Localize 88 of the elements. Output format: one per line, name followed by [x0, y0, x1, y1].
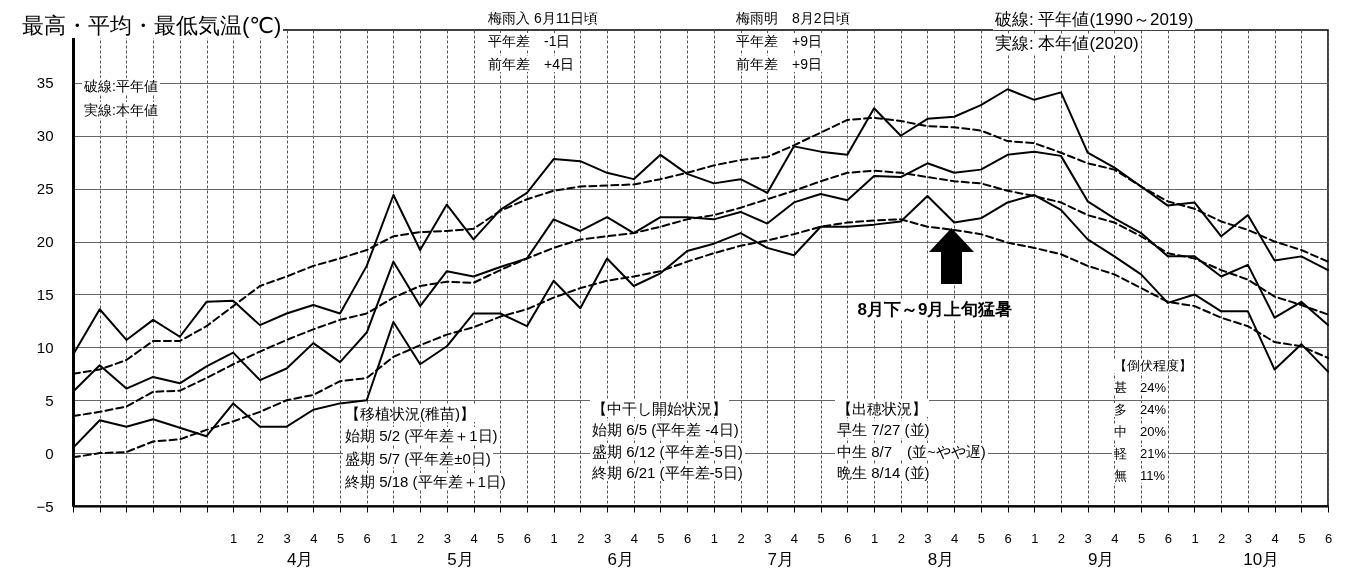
x-tick-label: 2: [1218, 530, 1226, 546]
annotation: 盛期 5/7 (平年差±0日): [343, 449, 493, 468]
x-tick-label: 2: [897, 530, 905, 546]
x-tick-label: 5: [336, 530, 345, 546]
x-tick-label: 3: [603, 530, 612, 546]
y-tick-label: 0: [45, 444, 54, 462]
x-tick-label: 6: [363, 530, 371, 546]
x-tick-label: 6: [844, 530, 852, 546]
text: 7月: [765, 550, 797, 570]
text: 6月: [605, 550, 636, 570]
x-tick-label: 2: [256, 530, 265, 546]
text: 8月: [925, 550, 957, 570]
annotation: 中生 8/7 (並~やや遅): [835, 442, 988, 460]
x-tick-label: 6: [1164, 530, 1172, 546]
annotation: 【出穂状況】: [835, 399, 929, 417]
annotation: 【移植状況(稚苗)】: [343, 404, 477, 422]
annotation: 多 24%: [1112, 401, 1169, 418]
x-tick-label: 5: [657, 530, 665, 546]
x-tick-label: 4: [470, 530, 478, 546]
annotation: 【倒伏程度】: [1112, 357, 1194, 374]
annotation: 中 20%: [1112, 423, 1169, 440]
text: 9月: [1086, 550, 1117, 570]
annotation: 軽 21%: [1112, 445, 1169, 462]
x-tick-label: 3: [1084, 530, 1092, 546]
x-tick-label: 5: [1137, 530, 1146, 546]
annotation: 実線:本年値: [82, 102, 160, 119]
x-tick-label: 2: [417, 530, 425, 546]
x-tick-label: 3: [283, 530, 291, 546]
x-tick-label: 2: [577, 530, 585, 546]
x-tick-label: 6: [684, 530, 692, 546]
y-tick-label: 30: [36, 127, 54, 145]
x-tick-label: 1: [390, 530, 398, 546]
chart-title: 最高・平均・最低気温(℃): [20, 12, 284, 38]
annotation: 平年差 +9日: [734, 33, 824, 50]
text: 5月: [445, 550, 476, 570]
x-tick-label: 3: [924, 530, 932, 546]
x-tick-label: 6: [1004, 530, 1012, 546]
annotation: 前年差 +9日: [734, 56, 824, 73]
x-tick-label: 2: [737, 530, 745, 546]
x-tick-label: 1: [1031, 530, 1039, 546]
y-tick-label: −5: [36, 497, 54, 515]
x-tick-label: 4: [951, 530, 959, 546]
y-tick-label: 20: [36, 233, 54, 251]
annotation: 【中干し開始状況】: [590, 399, 729, 417]
x-tick-label: 4: [630, 530, 638, 546]
text: 10月: [1241, 550, 1282, 570]
x-tick-label: 3: [764, 530, 772, 546]
annotation: 8月下～9月上旬猛暑: [855, 300, 1015, 320]
y-tick-label: 35: [36, 74, 54, 92]
x-tick-label: 4: [310, 530, 318, 546]
annotation: 早生 7/27 (並): [835, 421, 932, 439]
x-tick-label: 5: [497, 530, 505, 546]
x-tick-label: 3: [1244, 530, 1253, 546]
x-tick-label: 5: [1298, 530, 1306, 546]
x-tick-label: 1: [230, 530, 238, 546]
x-tick-label: 1: [710, 530, 718, 546]
text: 破線: 平年値(1990～2019): [993, 10, 1196, 30]
annotation: 無 11%: [1112, 467, 1168, 484]
x-tick-label: 4: [1111, 530, 1119, 546]
y-tick-label: 5: [45, 391, 54, 409]
x-tick-label: 4: [1271, 530, 1279, 546]
x-tick-label: 6: [523, 530, 532, 546]
y-tick-label: 25: [36, 180, 54, 198]
annotation: 終期 5/18 (平年差＋1日): [343, 472, 508, 490]
text: 梅雨入 6月11日頃: [486, 10, 601, 27]
x-tick-label: 1: [870, 530, 879, 546]
x-tick-label: 3: [443, 530, 451, 546]
annotation: 前年差 +4日: [486, 56, 576, 73]
x-tick-label: 5: [977, 530, 985, 546]
annotation: 始期 5/2 (平年差＋1日): [343, 427, 500, 445]
text: 梅雨明 8月2日頃: [734, 10, 852, 27]
annotation: 破線:平年値: [82, 78, 160, 95]
x-tick-label: 4: [790, 530, 799, 546]
text: 4月: [284, 550, 316, 570]
x-tick-label: 6: [1324, 530, 1333, 546]
y-tick-label: 15: [36, 285, 54, 303]
x-tick-label: 1: [1191, 530, 1199, 546]
x-tick-label: 2: [1057, 530, 1066, 546]
x-tick-label: 5: [817, 530, 825, 546]
annotation: 晩生 8/14 (並): [835, 464, 932, 482]
annotation: 始期 6/5 (平年差 -4日): [590, 421, 741, 439]
y-tick-label: 10: [36, 338, 54, 356]
annotation: 実線: 本年値(2020): [993, 34, 1141, 54]
annotation: 甚 24%: [1112, 379, 1169, 396]
annotation: 盛期 6/12 (平年差-5日): [590, 442, 745, 460]
x-tick-label: 1: [550, 530, 558, 546]
annotation: 平年差 -1日: [486, 33, 573, 50]
annotation: 終期 6/21 (平年差-5日): [590, 464, 745, 482]
